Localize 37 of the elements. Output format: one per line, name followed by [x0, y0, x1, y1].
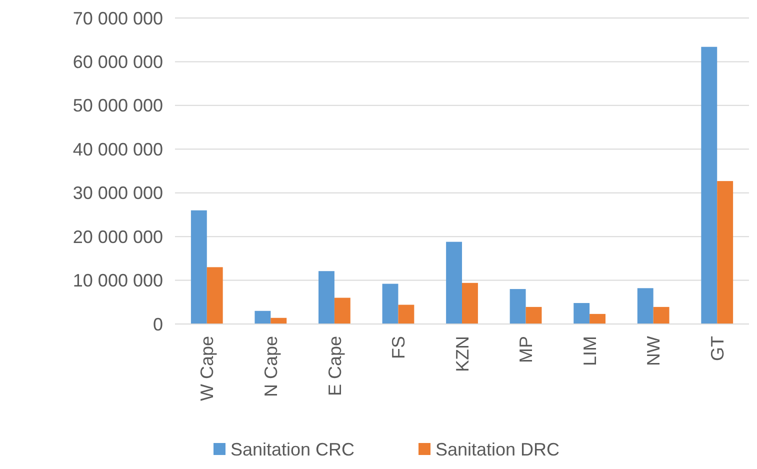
legend-label: Sanitation DRC [436, 439, 560, 460]
bar [270, 318, 287, 324]
bar [446, 242, 462, 324]
bar [590, 314, 606, 324]
x-tick-label: FS [388, 336, 409, 360]
bar [526, 306, 542, 324]
bar [637, 288, 654, 324]
bar [190, 210, 207, 324]
bar [462, 282, 478, 324]
x-tick-label: MP [516, 336, 536, 363]
x-tick-label: GT [707, 336, 728, 361]
x-tick-label: W Cape [197, 336, 218, 402]
y-tick-label: 50 000 000 [72, 96, 163, 116]
bar [574, 303, 590, 324]
bar [398, 304, 414, 324]
x-tick-label: KZN [452, 336, 472, 372]
bar [717, 181, 734, 324]
bar [206, 267, 223, 324]
y-tick-label: 0 [152, 314, 163, 334]
bar [318, 271, 334, 324]
y-tick-label: 60 000 000 [72, 52, 163, 72]
y-tick-label: 70 000 000 [72, 8, 163, 28]
x-tick-label: E Cape [324, 336, 345, 396]
legend-label: Sanitation CRC [230, 439, 355, 460]
bar [653, 306, 670, 324]
y-tick-label: 10 000 000 [72, 270, 163, 291]
bar [510, 289, 526, 324]
bar [334, 298, 350, 324]
y-tick-label: 20 000 000 [72, 226, 163, 247]
y-tick-label: 30 000 000 [72, 183, 163, 204]
x-tick-label: NW [644, 336, 664, 366]
x-tick-label: N Cape [260, 336, 281, 398]
bar [701, 46, 718, 324]
bar [254, 310, 271, 324]
bar [382, 284, 398, 324]
x-tick-label: LIM [580, 336, 600, 366]
y-tick-label: 40 000 000 [72, 139, 163, 160]
